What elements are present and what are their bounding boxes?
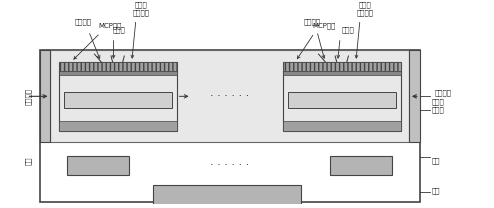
Text: 闪烁体
探测器: 闪烁体 探测器 — [431, 98, 444, 113]
Bar — [283, 71, 401, 75]
Bar — [283, 121, 401, 131]
Text: · · · · · ·: · · · · · · — [210, 160, 249, 170]
Bar — [283, 62, 401, 131]
Bar — [153, 185, 301, 208]
Text: 可见光
紫外光
低能粒子: 可见光 紫外光 低能粒子 — [132, 0, 149, 16]
Text: 机壳: 机壳 — [431, 187, 440, 194]
Text: 软射线: 软射线 — [113, 26, 125, 33]
Bar — [50, 50, 409, 142]
Text: 采集与控制模块: 采集与控制模块 — [210, 192, 245, 201]
Text: MCP: MCP — [333, 96, 350, 105]
Text: MCP: MCP — [109, 96, 126, 105]
Text: 空间粒子: 空间粒子 — [25, 88, 31, 105]
Text: MCP组件: MCP组件 — [313, 22, 336, 29]
Text: 担壳: 担壳 — [431, 157, 440, 163]
Text: 高压模块1: 高压模块1 — [86, 161, 110, 170]
Bar — [330, 156, 392, 175]
Text: MCP组件: MCP组件 — [98, 22, 122, 29]
Text: 高压模块4: 高压模块4 — [350, 161, 373, 170]
Bar — [409, 50, 420, 142]
Text: 软射线: 软射线 — [342, 26, 355, 33]
Bar — [283, 62, 401, 71]
Bar — [40, 50, 50, 142]
Bar — [59, 62, 176, 71]
Bar — [59, 71, 176, 75]
Text: 空间粒子: 空间粒子 — [435, 89, 452, 96]
Bar — [288, 93, 396, 108]
Text: 担壳: 担壳 — [25, 156, 31, 165]
Text: 高能粒子: 高能粒子 — [74, 19, 91, 25]
Bar — [59, 121, 176, 131]
Bar — [40, 50, 420, 202]
Bar — [59, 62, 176, 131]
Text: · · · · · ·: · · · · · · — [210, 91, 249, 101]
Text: 可见光
紫外光
低能粒子: 可见光 紫外光 低能粒子 — [357, 0, 373, 16]
Bar — [67, 156, 129, 175]
Text: 高能粒子: 高能粒子 — [303, 19, 321, 25]
Bar — [64, 93, 171, 108]
